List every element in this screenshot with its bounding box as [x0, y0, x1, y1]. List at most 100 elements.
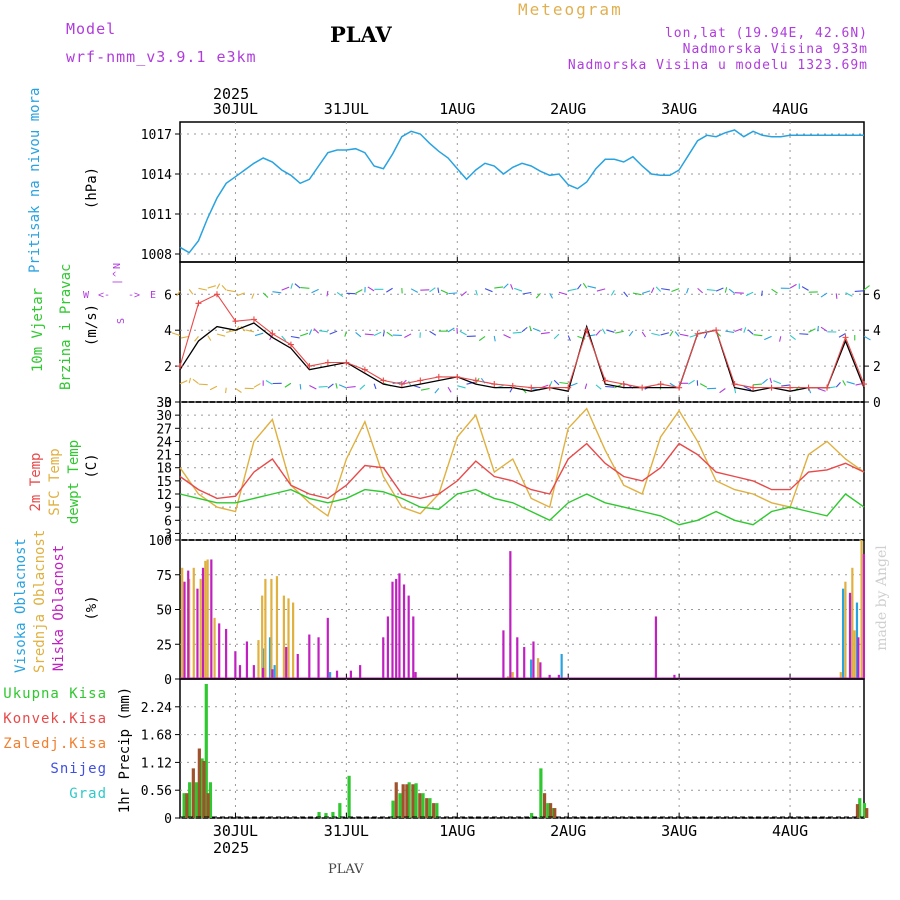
- wind-arrow: [434, 387, 440, 394]
- y-tick-label-cloud: 50: [156, 604, 172, 619]
- precip-bar: [331, 812, 335, 818]
- wind-arrow: [344, 331, 347, 337]
- cloud-bar: [382, 637, 385, 679]
- cloud-bar: [386, 616, 389, 679]
- precip-bar: [411, 784, 415, 818]
- cloud-bar: [414, 672, 417, 679]
- dewpt-temp-line: [179, 488, 865, 526]
- cloud-bar: [192, 567, 195, 679]
- cloud-bar: [335, 670, 339, 679]
- wind-arrow: [510, 284, 514, 290]
- sfc-temp-line: [179, 407, 865, 518]
- gust-marker: [324, 359, 331, 366]
- date-top-label: 31JUL: [324, 100, 369, 118]
- wind-arrow: [845, 292, 853, 297]
- wind-arrow: [236, 292, 245, 297]
- cloud-bar: [391, 581, 394, 679]
- wind-arrow: [734, 387, 737, 394]
- cloud-bar: [268, 637, 272, 679]
- legend-conv-rain: Konvek.Kisa: [3, 711, 107, 727]
- y-tick-label-temp: 18: [156, 462, 172, 477]
- wind-arrow: [799, 333, 809, 335]
- date-top-label: 3AUG: [661, 100, 697, 118]
- y-tick-label-cloud: 100: [149, 534, 172, 549]
- gust-marker: [787, 384, 794, 391]
- cloud-bar: [292, 602, 295, 679]
- wind-arrow: [503, 334, 511, 339]
- wind-arrow: [789, 334, 796, 340]
- precip-bar: [421, 793, 425, 818]
- precip-bar: [425, 798, 429, 818]
- wind-arrow: [180, 335, 190, 339]
- precip-bar: [553, 808, 557, 818]
- gust-marker: [676, 384, 683, 391]
- wind-arrow: [596, 288, 606, 292]
- cloud-bar: [654, 616, 658, 679]
- compass-right-arrow: ->: [128, 290, 140, 301]
- precip-bar: [432, 803, 436, 818]
- gust-marker: [602, 377, 609, 384]
- cloud-bar: [308, 634, 311, 679]
- precip-bar: [338, 803, 342, 818]
- wind-arrow: [359, 384, 366, 390]
- wind-arrow: [326, 290, 329, 297]
- wind-arrow: [753, 334, 763, 337]
- year-bottom: 2025: [213, 839, 250, 857]
- wind-arrow: [346, 386, 356, 389]
- wind-arrow: [685, 287, 689, 294]
- date-bottom-label: 31JUL: [324, 822, 369, 840]
- wind-arrow: [373, 331, 382, 337]
- panel-frame-wind: [179, 261, 865, 403]
- wind-arrow: [198, 287, 208, 291]
- wind-arrow: [192, 378, 199, 384]
- wind-arrow: [188, 289, 194, 295]
- precip-bar: [208, 782, 213, 818]
- wind-arrow: [284, 382, 292, 388]
- gust-marker: [454, 373, 461, 380]
- gust-marker: [287, 341, 294, 348]
- y-tick-label-wind: 2: [164, 360, 172, 375]
- wind-arrow: [272, 291, 282, 294]
- wind-arrow: [254, 332, 264, 337]
- wind-arrow: [661, 288, 670, 291]
- wind-arrow: [549, 292, 553, 299]
- wind-arrow: [386, 331, 393, 337]
- wind-arrow: [641, 290, 651, 294]
- wind-arrow: [820, 326, 828, 332]
- cloud-bar: [271, 669, 274, 679]
- cloud-bar: [238, 665, 242, 679]
- precip-bar: [401, 784, 405, 818]
- wind-arrow: [820, 292, 828, 298]
- wind-arrow: [532, 327, 541, 332]
- y-tick-label-pressure: 1014: [141, 168, 172, 183]
- gust-marker: [805, 384, 812, 391]
- wind-arrow: [706, 289, 716, 292]
- wind-arrow: [835, 381, 841, 388]
- wind-arrow: [309, 385, 317, 390]
- gust-marker: [842, 334, 849, 341]
- cloud-bar: [261, 667, 265, 679]
- wind-arrow: [651, 332, 660, 336]
- cloud-bar: [225, 628, 228, 679]
- wind-arrow: [459, 330, 467, 336]
- gust-marker: [546, 384, 553, 391]
- wind-arrow: [761, 378, 768, 385]
- wind-arrow: [817, 388, 826, 392]
- wind-arrow: [568, 288, 577, 292]
- legend-snow: Snijeg: [50, 761, 107, 777]
- cloud-bar: [270, 578, 273, 679]
- cloud-bar: [839, 672, 842, 679]
- wind-arrow: [281, 335, 287, 342]
- wind-arrow: [221, 284, 227, 291]
- gust-marker: [768, 384, 775, 391]
- wind-arrow: [235, 388, 242, 393]
- gust-marker: [713, 327, 720, 334]
- pressure-line: [179, 129, 864, 254]
- gust-marker: [528, 384, 535, 391]
- gust-marker: [269, 330, 276, 337]
- wind-arrow: [503, 283, 509, 289]
- cloud-bar: [860, 540, 863, 679]
- cloud-bar: [213, 617, 216, 679]
- precip-bar: [435, 803, 439, 818]
